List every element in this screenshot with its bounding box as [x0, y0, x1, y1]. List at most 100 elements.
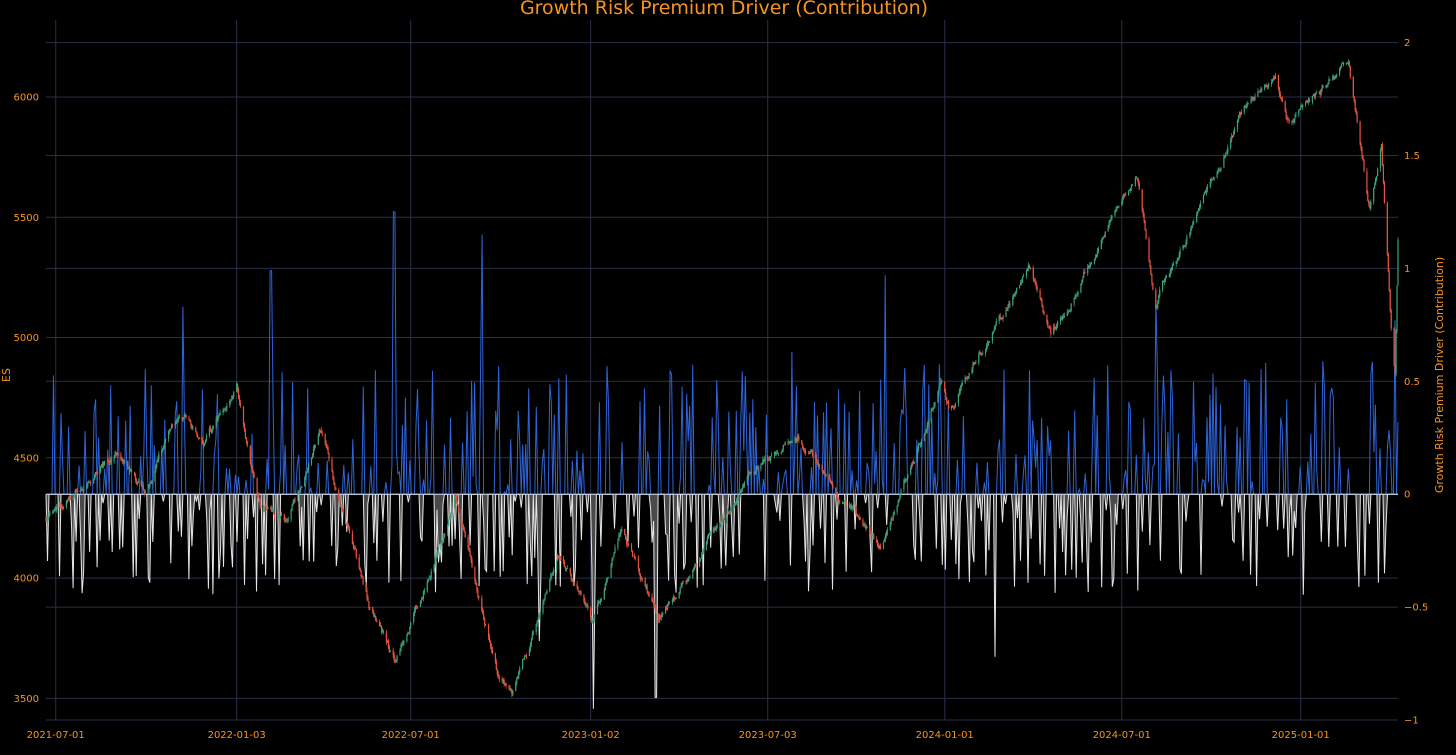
candle-body — [394, 660, 396, 662]
candle-body — [1070, 303, 1072, 311]
candle-body — [762, 459, 764, 463]
candle-body — [838, 498, 840, 502]
candle-body — [272, 510, 274, 512]
candle-body — [1301, 106, 1303, 108]
candle-body — [795, 439, 797, 442]
candle-body — [706, 537, 708, 542]
candle-body — [849, 505, 851, 508]
candle-body — [1168, 274, 1170, 278]
candle-body — [508, 685, 510, 689]
candle-body — [897, 502, 899, 507]
candle-body — [933, 405, 935, 409]
candle-body — [65, 500, 67, 507]
candle-body — [113, 457, 115, 462]
candle-body — [675, 597, 677, 599]
candle-body — [312, 448, 315, 455]
candle-body — [1288, 119, 1290, 124]
candle-body — [775, 453, 778, 455]
candle-body — [1103, 236, 1105, 238]
candle-body — [1036, 286, 1038, 291]
candle-body — [1032, 267, 1034, 279]
candle-body — [1212, 178, 1214, 180]
candle-body — [592, 620, 594, 622]
candle-body — [848, 504, 850, 508]
candle-body — [260, 506, 262, 508]
candle-body — [817, 463, 819, 467]
candle-body — [279, 515, 281, 517]
candle-body — [1280, 97, 1282, 99]
candle-body — [986, 343, 989, 347]
candle-body — [611, 558, 613, 565]
candle-body — [52, 511, 54, 513]
candle-body — [1203, 192, 1205, 195]
candle-body — [1292, 121, 1294, 123]
candle-body — [1218, 169, 1220, 171]
candle-body — [859, 517, 861, 520]
candle-body — [586, 605, 588, 606]
candle-body — [422, 591, 424, 599]
candle-body — [523, 658, 525, 660]
candle-body — [115, 452, 117, 454]
candle-body — [1152, 282, 1154, 290]
candle-body — [794, 439, 796, 442]
candle-body — [1184, 245, 1186, 247]
candle-body — [790, 442, 792, 444]
candle-body — [87, 482, 89, 487]
candle-body — [1322, 85, 1324, 88]
candle-body — [280, 514, 282, 516]
candle-body — [490, 646, 493, 650]
candle-body — [505, 683, 507, 686]
candle-body — [1193, 222, 1195, 223]
candle-body — [468, 547, 470, 551]
candle-body — [301, 486, 303, 488]
candle-body — [147, 487, 149, 491]
candle-body — [830, 481, 832, 484]
candle-body — [335, 487, 337, 490]
candle-body — [305, 473, 307, 479]
candle-body — [873, 534, 875, 540]
candle-body — [266, 505, 268, 509]
candle-body — [941, 381, 943, 382]
candle-body — [233, 391, 235, 397]
candle-body — [1186, 236, 1188, 243]
candle-body — [1302, 104, 1304, 108]
candle-body — [518, 672, 520, 679]
candle-body — [1376, 176, 1378, 180]
candle-body — [325, 443, 327, 446]
negative-contribution-area — [46, 494, 1398, 709]
candle-body — [934, 402, 936, 406]
candle-body — [696, 566, 698, 568]
candle-body — [352, 543, 354, 548]
candle-body — [242, 406, 245, 425]
candle-body — [1395, 330, 1397, 374]
candle-body — [498, 677, 500, 680]
candle-body — [224, 409, 226, 410]
candle-body — [1141, 189, 1143, 211]
candle-body — [124, 460, 126, 463]
candle-body — [831, 483, 833, 485]
candle-body — [781, 449, 783, 453]
candle-body — [728, 511, 730, 513]
candle-body — [1321, 85, 1323, 90]
candle-body — [476, 584, 478, 590]
candle-body — [1265, 84, 1267, 87]
y-right-tick-label: 0.5 — [1404, 377, 1420, 388]
candle-body — [216, 418, 218, 420]
candle-body — [1396, 285, 1398, 331]
candle-body — [503, 679, 505, 684]
candle-body — [957, 393, 959, 404]
candle-body — [719, 523, 721, 525]
candle-body — [430, 571, 432, 578]
candle-body — [388, 646, 390, 652]
candle-body — [516, 677, 518, 683]
candle-body — [1244, 106, 1246, 108]
candle-body — [372, 607, 374, 613]
candle-body — [858, 517, 860, 518]
candle-body — [954, 403, 956, 407]
candle-body — [651, 596, 653, 602]
candle-body — [857, 516, 859, 517]
candle-body — [768, 457, 770, 459]
candle-body — [1284, 101, 1286, 112]
candle-body — [740, 489, 743, 491]
candle-body — [1224, 156, 1226, 158]
